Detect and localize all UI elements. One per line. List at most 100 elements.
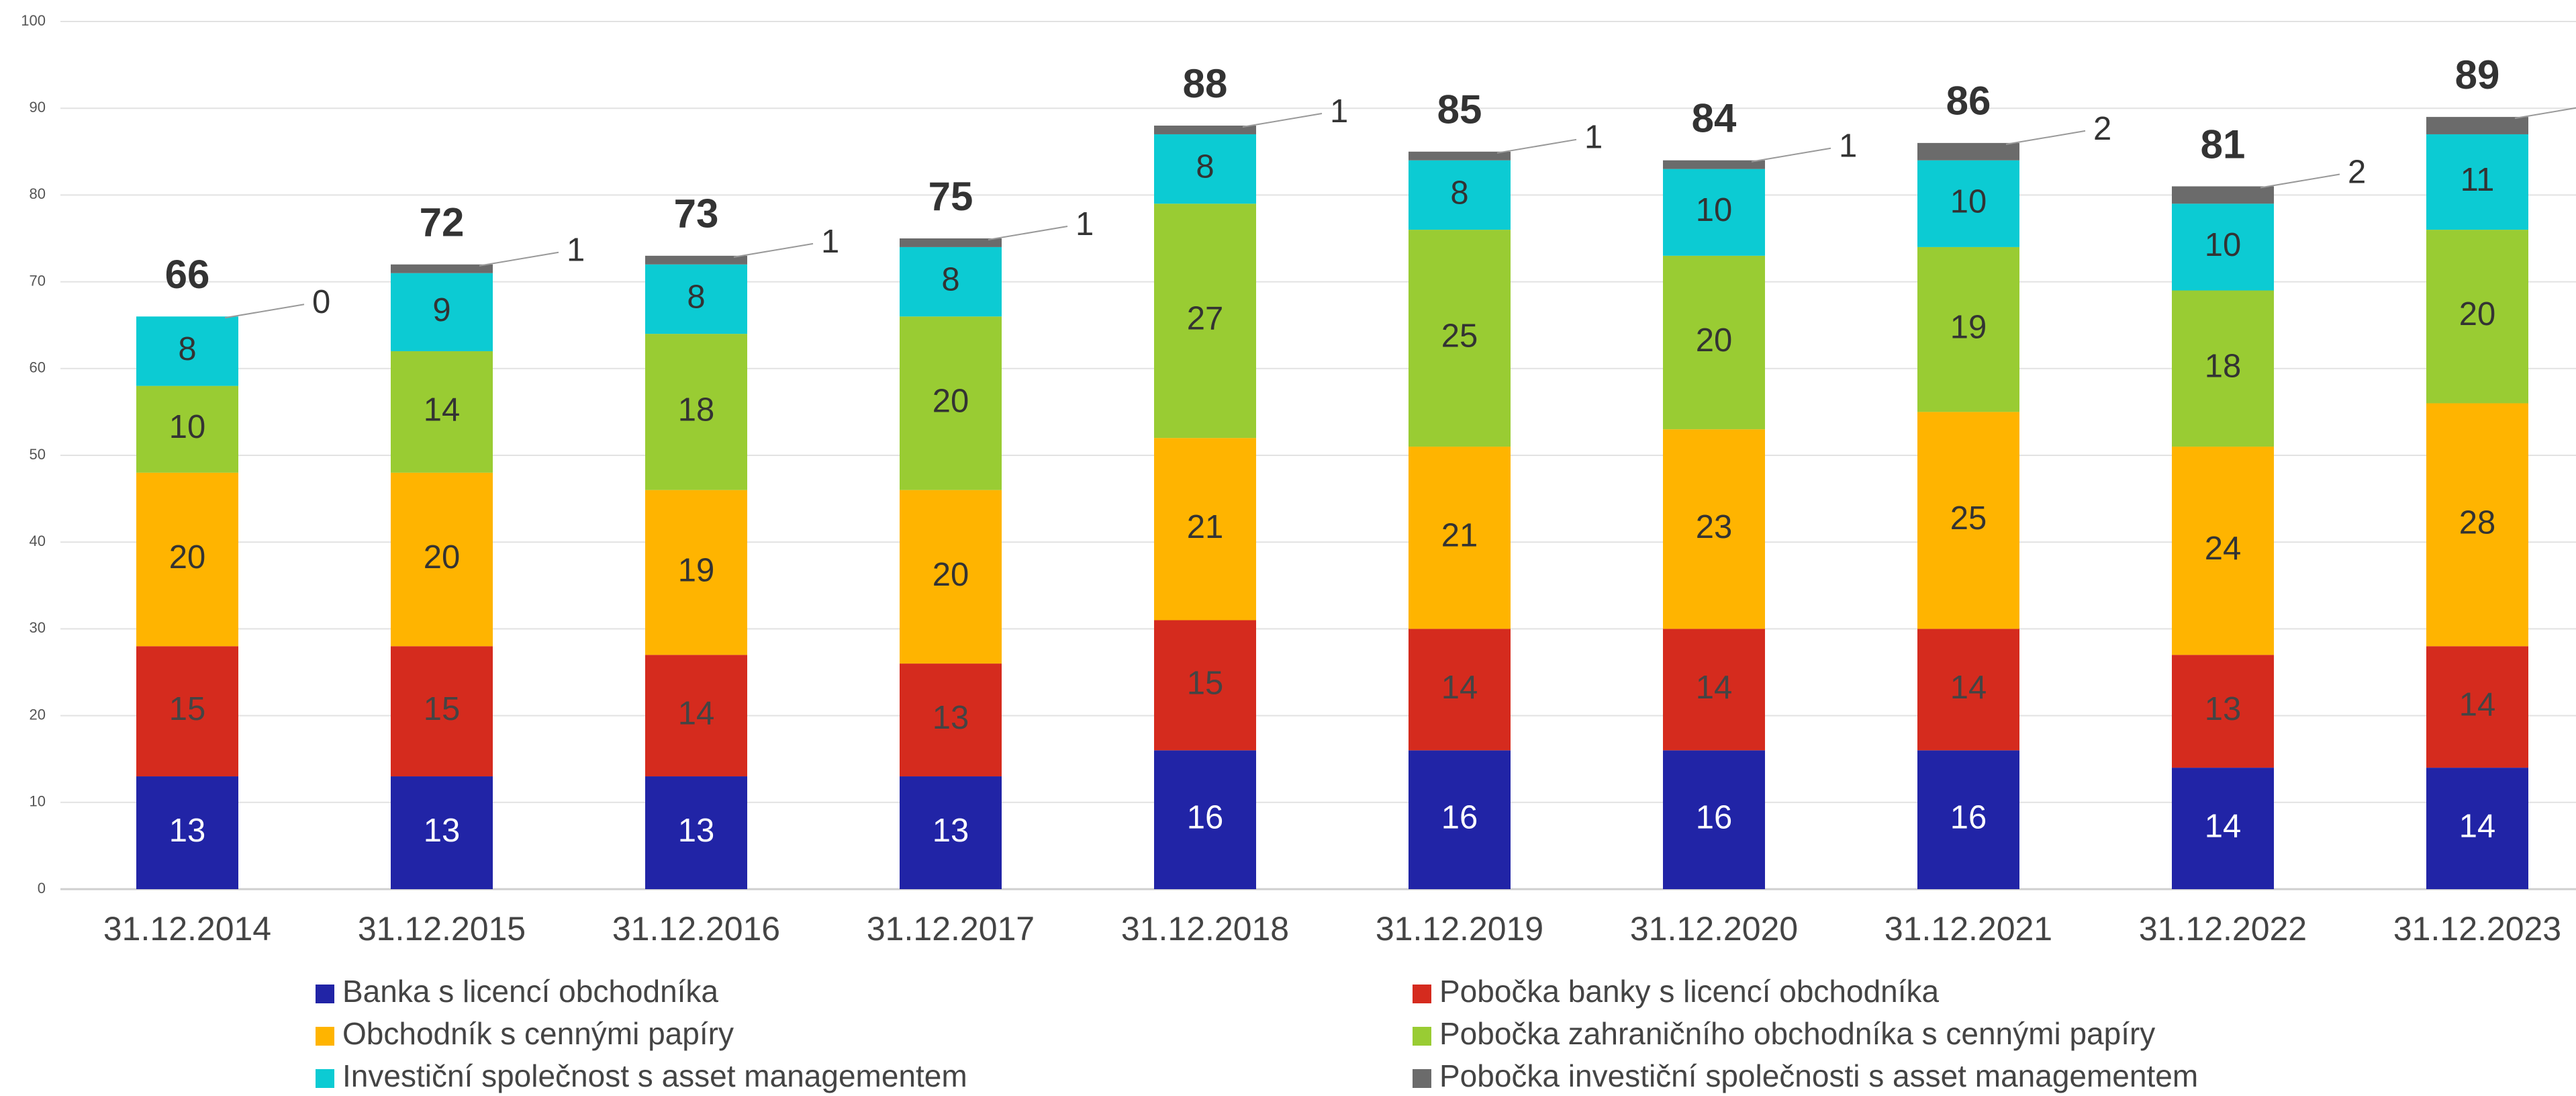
value-label: 8: [941, 262, 959, 298]
bar-segment: [391, 273, 493, 351]
legend-label: Banka s licencí obchodníka: [342, 974, 718, 1009]
bar-segment: [645, 776, 747, 889]
bar-segment: [645, 655, 747, 777]
leader-line: [1496, 138, 1577, 154]
bar-segment: [2426, 230, 2528, 404]
value-label: 18: [2205, 349, 2242, 385]
value-label: 0: [312, 284, 330, 320]
bar-segment: [2172, 768, 2274, 889]
value-label: 15: [424, 691, 461, 727]
total-label: 66: [165, 252, 210, 297]
bar-segment: [900, 664, 1002, 777]
total-label: 72: [420, 200, 465, 245]
value-label: 14: [1950, 670, 1987, 706]
value-label: 13: [678, 813, 715, 849]
value-label: 1: [1839, 128, 1857, 165]
total-label: 73: [674, 191, 719, 236]
bar-segment: [1917, 246, 2019, 412]
leader-line: [224, 304, 305, 319]
bar-segment: [136, 316, 238, 386]
x-tick-label: 31.12.2016: [612, 910, 780, 948]
x-tick-label: 31.12.2019: [1376, 910, 1543, 948]
value-label: 20: [933, 557, 969, 593]
bar-segment: [136, 385, 238, 473]
value-label: 14: [2205, 808, 2242, 844]
total-label: 89: [2455, 52, 2500, 97]
value-label: 1: [821, 224, 839, 260]
leader-line: [733, 242, 814, 258]
y-tick-label: 50: [30, 446, 46, 463]
y-tick-label: 20: [30, 706, 46, 723]
bar-segment: [1154, 134, 1256, 204]
leader-line: [1751, 147, 1831, 163]
y-tick-label: 30: [30, 619, 46, 636]
value-label: 10: [2205, 227, 2242, 263]
legend-label: Pobočka investiční společnosti s asset m…: [1439, 1058, 2198, 1093]
value-label: 8: [178, 331, 196, 367]
bar-segment: [2172, 290, 2274, 447]
bar-segment: [2172, 203, 2274, 291]
bar-segment: [900, 776, 1002, 889]
value-label: 23: [1696, 509, 1733, 545]
value-label: 16: [1696, 800, 1733, 836]
legend-swatch: [1413, 1069, 1431, 1088]
value-label: 28: [2459, 504, 2496, 541]
bar-segment: [1917, 160, 2019, 247]
bar-segment: [645, 255, 747, 265]
value-label: 20: [424, 539, 461, 576]
x-tick-label: 31.12.2018: [1121, 910, 1289, 948]
bar-segment: [1917, 142, 2019, 161]
leader-line: [988, 226, 1068, 240]
x-tick-label: 31.12.2014: [103, 910, 271, 948]
value-label: 16: [1187, 800, 1224, 836]
x-tick-label: 31.12.2023: [2393, 910, 2561, 948]
value-label: 13: [2205, 691, 2242, 727]
value-label: 21: [1187, 509, 1224, 545]
y-tick-label: 90: [30, 99, 46, 116]
x-tick-label: 31.12.2021: [1885, 910, 2052, 948]
bar-segment: [900, 316, 1002, 490]
value-label: 13: [933, 700, 969, 736]
leader-line: [2260, 173, 2340, 189]
total-label: 84: [1692, 96, 1737, 141]
bar-segment: [1409, 447, 1511, 629]
bar-segment: [900, 490, 1002, 664]
total-label: 81: [2201, 122, 2246, 167]
value-label: 20: [933, 383, 969, 419]
x-tick-label: 31.12.2015: [358, 910, 526, 948]
bar-segment: [391, 264, 493, 273]
legend-label: Investiční společnost s asset management…: [342, 1058, 967, 1093]
value-label: 20: [169, 539, 206, 576]
value-label: 14: [1441, 670, 1478, 706]
total-label: 86: [1946, 79, 1991, 124]
bar-segment: [2172, 186, 2274, 204]
value-label: 15: [169, 691, 206, 727]
bar-segment: [1917, 750, 2019, 889]
leader-line: [479, 251, 559, 267]
bar-segment: [900, 238, 1002, 247]
x-tick-label: 31.12.2022: [2139, 910, 2307, 948]
bar-segment: [1917, 629, 2019, 751]
legend-swatch: [1413, 985, 1431, 1003]
bar-segment: [1154, 126, 1256, 134]
value-label: 14: [424, 392, 461, 428]
bar-segment: [1663, 629, 1765, 751]
value-label: 25: [1441, 318, 1478, 355]
bar-segment: [1663, 429, 1765, 629]
value-label: 15: [1187, 665, 1224, 701]
bar-segment: [645, 264, 747, 334]
value-label: 19: [678, 552, 715, 588]
value-label: 8: [1450, 175, 1468, 211]
value-label: 13: [424, 813, 461, 849]
value-label: 8: [1196, 149, 1214, 185]
legend-swatch: [316, 1069, 334, 1088]
value-label: 14: [1696, 670, 1733, 706]
bar-segment: [1154, 750, 1256, 889]
bar-segment: [645, 334, 747, 490]
bar-segment: [391, 472, 493, 647]
value-label: 27: [1187, 301, 1224, 337]
y-tick-label: 80: [30, 185, 46, 202]
value-label: 10: [169, 409, 206, 445]
